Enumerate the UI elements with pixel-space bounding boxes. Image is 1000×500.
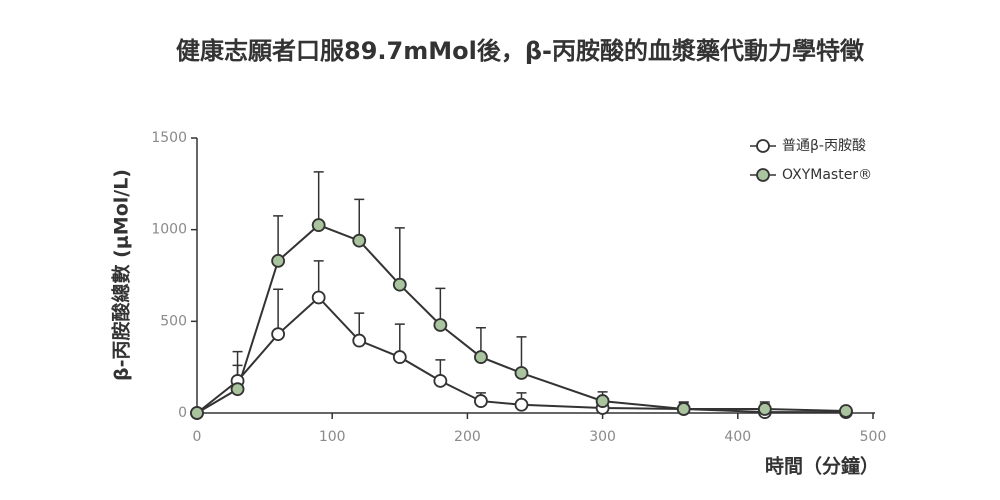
data-point [514,366,529,380]
data-point [474,394,488,408]
x-tick-label: 500 [860,429,887,445]
y-tick-label: 0 [178,405,187,421]
data-point [433,318,448,332]
x-tick-label: 100 [319,429,346,445]
legend-label: OXYMaster® [782,167,872,183]
error-bar [273,288,284,335]
data-point [271,253,286,268]
y-tick-label: 1500 [151,130,187,146]
data-point [433,374,448,388]
legend-label: 普通β-丙胺酸 [782,138,866,154]
data-point [474,350,488,364]
data-point [352,333,367,348]
error-bar [394,227,405,285]
y-tick-label: 500 [160,313,187,329]
data-point [311,218,326,232]
data-point [514,397,529,412]
x-tick-label: 300 [589,429,616,445]
legend-marker [756,168,770,182]
data-point [271,327,286,342]
data-point [230,382,245,397]
error-bar [273,215,284,261]
data-point [839,404,853,418]
error-bar [313,171,324,226]
x-tick-label: 0 [193,429,202,445]
x-axis-label: 時間（分鐘） [765,455,879,478]
data-point [392,350,407,364]
data-point [392,277,407,292]
data-point [190,406,204,420]
data-point [311,290,326,305]
y-axis-label: β-丙胺酸總數 (μMol/L) [110,169,133,381]
data-point [352,233,367,248]
legend-marker [756,139,770,153]
y-tick-label: 1000 [151,222,187,238]
data-point [595,394,610,408]
x-tick-label: 200 [454,429,481,445]
chart-title: 健康志願者口服89.7mMol後，β-丙胺酸的血漿藥代動力學特徵 [176,37,865,65]
data-point [757,402,772,416]
x-tick-label: 400 [724,429,751,445]
data-point [676,402,691,416]
